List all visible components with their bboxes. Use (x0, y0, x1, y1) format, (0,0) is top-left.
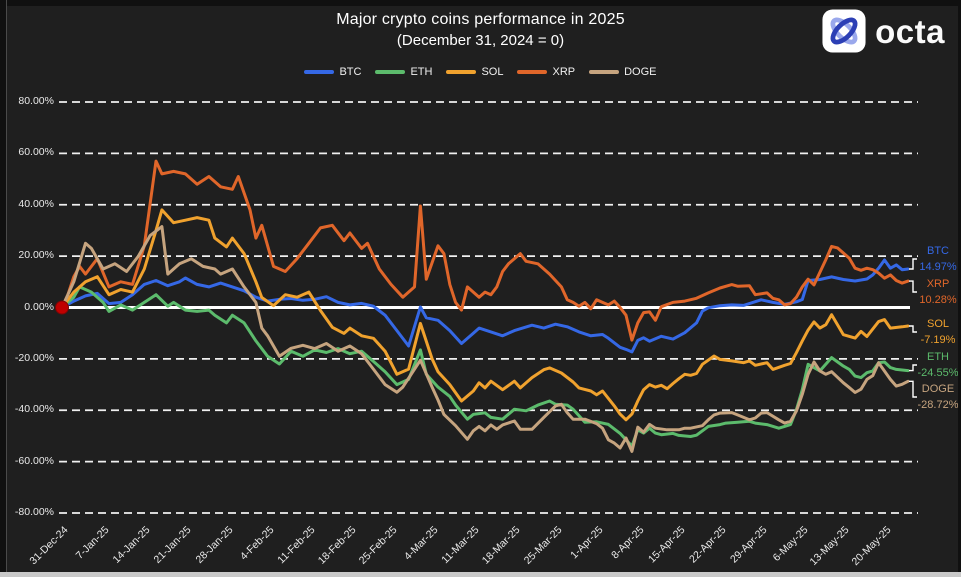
title-block: Major crypto coins performance in 2025 (… (0, 11, 961, 49)
legend-item-sol: SOL (446, 66, 503, 78)
legend-label: ETH (410, 66, 433, 78)
y-tick-label: 60.00% (18, 146, 54, 159)
end-label-name: ETH (927, 351, 949, 363)
y-tick-label: 80.00% (18, 95, 54, 107)
y-tick-label: -80.00% (14, 506, 54, 518)
end-label-value: 10.28% (919, 293, 957, 306)
end-label-name: XRP (926, 278, 950, 290)
end-label-name: DOGE (921, 383, 955, 395)
window-edge-left (0, 0, 6, 577)
y-tick-label: -20.00% (14, 351, 54, 364)
y-tick-label: 0.00% (24, 300, 54, 313)
chart-subtitle: (December 31, 2024 = 0) (396, 32, 565, 49)
end-label-value: -28.72% (917, 398, 959, 411)
legend-label: BTC (339, 66, 362, 78)
octa-knot-icon (822, 9, 866, 53)
leader-line-sol (909, 325, 917, 333)
end-label-name: BTC (927, 245, 949, 257)
legend-label: XRP (552, 66, 576, 78)
legend-label: SOL (481, 66, 504, 78)
end-label-xrp: XRP 10.28% (915, 277, 961, 308)
legend-swatch-sol (446, 70, 477, 74)
legend-swatch-xrp (517, 70, 548, 74)
chart-title: Major crypto coins performance in 2025 (336, 11, 625, 28)
end-label-value: -7.19% (920, 333, 956, 346)
window-edge-seam (6, 0, 7, 577)
legend-item-eth: ETH (375, 66, 432, 78)
end-label-value: -24.55% (917, 366, 959, 379)
leader-line-btc (909, 258, 917, 270)
legend-item-xrp: XRP (517, 66, 575, 78)
legend-swatch-btc (304, 70, 335, 74)
legend: BTC ETH SOL XRP DOGE (0, 66, 961, 78)
series-line-btc (60, 258, 910, 354)
y-tick-label: 40.00% (18, 197, 54, 210)
y-tick-label: -60.00% (14, 454, 54, 467)
end-label-sol: SOL -7.19% (915, 317, 961, 348)
legend-swatch-eth (375, 70, 406, 74)
window-edge-top (0, 0, 961, 6)
legend-swatch-doge (589, 70, 620, 74)
end-label-eth: ETH -24.55% (915, 350, 961, 381)
window-edge-bottom (0, 572, 961, 577)
end-label-doge: DOGE -28.72% (915, 382, 961, 413)
series-line-doge (60, 225, 910, 453)
y-tick-label: 20.00% (18, 249, 54, 262)
end-label-name: SOL (926, 318, 949, 330)
legend-label: DOGE (624, 66, 657, 78)
y-tick-label: -40.00% (14, 403, 54, 416)
leader-line-xrp (909, 280, 917, 293)
leader-line-doge (909, 380, 917, 398)
legend-item-btc: BTC (304, 66, 361, 78)
legend-item-doge: DOGE (589, 66, 657, 78)
octa-logo-text: octa (875, 12, 945, 50)
octa-logo: octa (822, 9, 945, 53)
end-label-value: 14.97% (919, 260, 957, 273)
window-edge-right (958, 0, 961, 577)
series-line-xrp (60, 159, 910, 342)
leader-line-eth (909, 364, 917, 372)
origin-marker (55, 300, 69, 315)
series-line-sol (60, 208, 910, 422)
end-label-btc: BTC 14.97% (915, 244, 961, 275)
